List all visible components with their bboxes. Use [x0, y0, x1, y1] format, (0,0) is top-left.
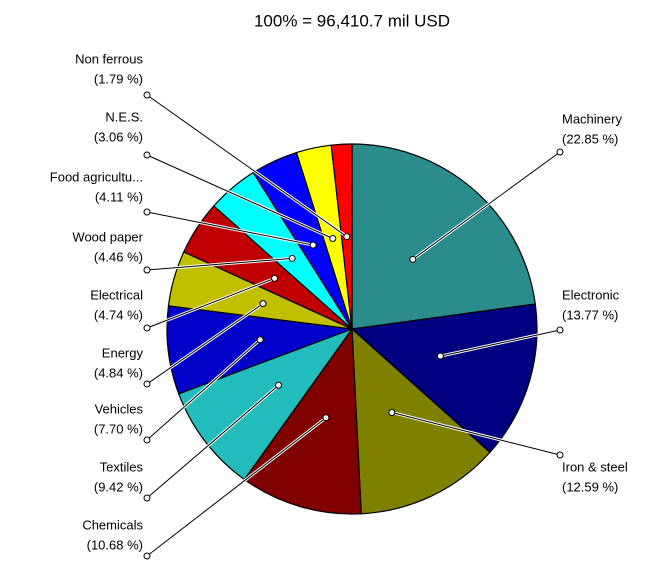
- leader-line: [146, 303, 264, 385]
- value-label: (4.11 %): [95, 189, 143, 204]
- slice-label: Wood paper: [72, 229, 143, 244]
- slice-label: Electronic: [562, 287, 620, 302]
- pie-slice: [177, 327, 354, 481]
- slice-label: Energy: [102, 345, 144, 360]
- leader-dot: [143, 552, 151, 560]
- leader-line: [391, 411, 561, 456]
- value-label: (22.85 %): [562, 131, 618, 146]
- leader-line: [146, 257, 293, 271]
- leader-dot: [556, 148, 564, 156]
- slice-label: Machinery: [562, 111, 622, 126]
- leader-line: [440, 329, 561, 357]
- leader-line: [146, 277, 275, 329]
- value-label: (4.46 %): [94, 249, 143, 264]
- leader-dot: [143, 208, 151, 216]
- leader-dot: [259, 300, 267, 308]
- leader-dot: [143, 151, 151, 159]
- leader-dot: [288, 254, 296, 262]
- leader-dot: [143, 436, 151, 444]
- pie-slice: [350, 303, 538, 454]
- value-label: (7.70 %): [94, 421, 143, 436]
- leader-dot: [143, 324, 151, 332]
- leader-dot: [309, 241, 317, 249]
- leader-dot: [556, 451, 564, 459]
- pie-slice: [330, 143, 353, 330]
- slice-label: Chemicals: [82, 517, 143, 532]
- value-label: (10.68 %): [87, 537, 143, 552]
- leader-dot: [409, 255, 417, 263]
- leader-dot: [388, 408, 396, 416]
- leader-dot: [143, 91, 151, 99]
- leader-dot: [143, 494, 151, 502]
- slice-label: Food agricultu...: [50, 169, 143, 184]
- slice-label: Electrical: [90, 287, 143, 302]
- pie-slice: [243, 327, 362, 515]
- leader-dot: [343, 233, 351, 241]
- leader-dot: [271, 274, 279, 282]
- chart-title: 100% = 96,410.7 mil USD: [254, 11, 450, 30]
- leader-dot: [275, 381, 283, 389]
- value-label: (1.79 %): [94, 71, 143, 86]
- value-label: (9.42 %): [94, 479, 143, 494]
- value-label: (12.59 %): [562, 479, 618, 494]
- slice-label: Iron & steel: [562, 459, 628, 474]
- leader-dot: [256, 336, 264, 344]
- leader-dot: [329, 235, 337, 243]
- slice-label: N.E.S.: [105, 109, 143, 124]
- value-label: (13.77 %): [562, 307, 618, 322]
- pie-slice: [351, 327, 491, 515]
- value-label: (4.74 %): [94, 307, 143, 322]
- leader-dot: [143, 266, 151, 274]
- leader-dot: [322, 414, 330, 422]
- leader-line: [146, 339, 261, 441]
- slice-label: Non ferrous: [75, 51, 143, 66]
- leader-line: [146, 384, 279, 499]
- leader-line: [146, 417, 327, 557]
- leader-dot: [556, 326, 564, 334]
- slice-label: Textiles: [100, 459, 144, 474]
- leader-dot: [436, 352, 444, 360]
- leader-dot: [143, 380, 151, 388]
- value-label: (3.06 %): [94, 129, 143, 144]
- leader-line: [146, 154, 334, 239]
- slice-label: Vehicles: [95, 401, 144, 416]
- leader-line: [146, 94, 348, 238]
- value-label: (4.84 %): [94, 365, 143, 380]
- leader-line: [412, 151, 561, 260]
- leader-line: [146, 211, 314, 246]
